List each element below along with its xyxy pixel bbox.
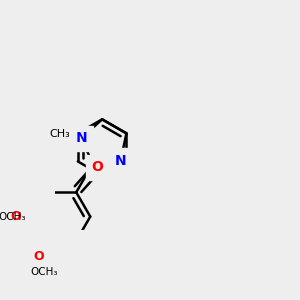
Text: CH₃: CH₃	[50, 128, 70, 139]
Text: O: O	[34, 250, 44, 263]
Text: O: O	[92, 160, 103, 174]
Text: N: N	[76, 131, 87, 145]
Text: OCH₃: OCH₃	[0, 212, 26, 222]
Text: O: O	[11, 210, 21, 223]
Text: OCH₃: OCH₃	[31, 266, 58, 277]
Text: N: N	[115, 154, 126, 168]
